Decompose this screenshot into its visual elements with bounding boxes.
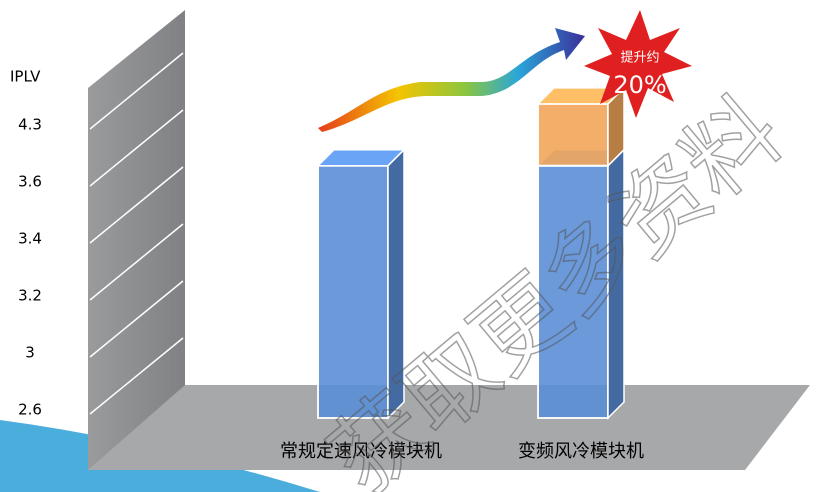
- grid-line: [89, 52, 184, 130]
- y-tick-label: 3.6: [18, 173, 42, 191]
- floor: [88, 385, 810, 470]
- grid-line: [89, 337, 184, 415]
- bar: [316, 147, 406, 420]
- grid-line: [89, 109, 184, 187]
- badge-value: 20%: [613, 71, 666, 99]
- grid-line: [89, 223, 184, 301]
- y-axis-label: IPLV: [10, 68, 41, 86]
- y-tick-label: 2.6: [18, 401, 42, 419]
- bar-top: [316, 148, 406, 167]
- grid-line: [89, 280, 184, 358]
- bar-front: [317, 164, 389, 419]
- y-tick-label: 3.4: [18, 230, 42, 248]
- x-tick-label: 常规定速风冷模块机: [280, 441, 442, 462]
- badge-star: [584, 10, 692, 118]
- y-tick-label: 3.2: [18, 287, 42, 305]
- bar: [536, 86, 626, 168]
- bar-front: [537, 102, 609, 167]
- x-tick-label: 变频风冷模块机: [518, 441, 644, 462]
- y-tick-label: 4.3: [18, 116, 42, 134]
- badge-text: 提升约: [620, 50, 659, 66]
- trend-arrow: [318, 28, 585, 132]
- grid-line: [89, 166, 184, 244]
- y-tick-label: 3: [25, 344, 35, 362]
- back-wall: [88, 10, 185, 470]
